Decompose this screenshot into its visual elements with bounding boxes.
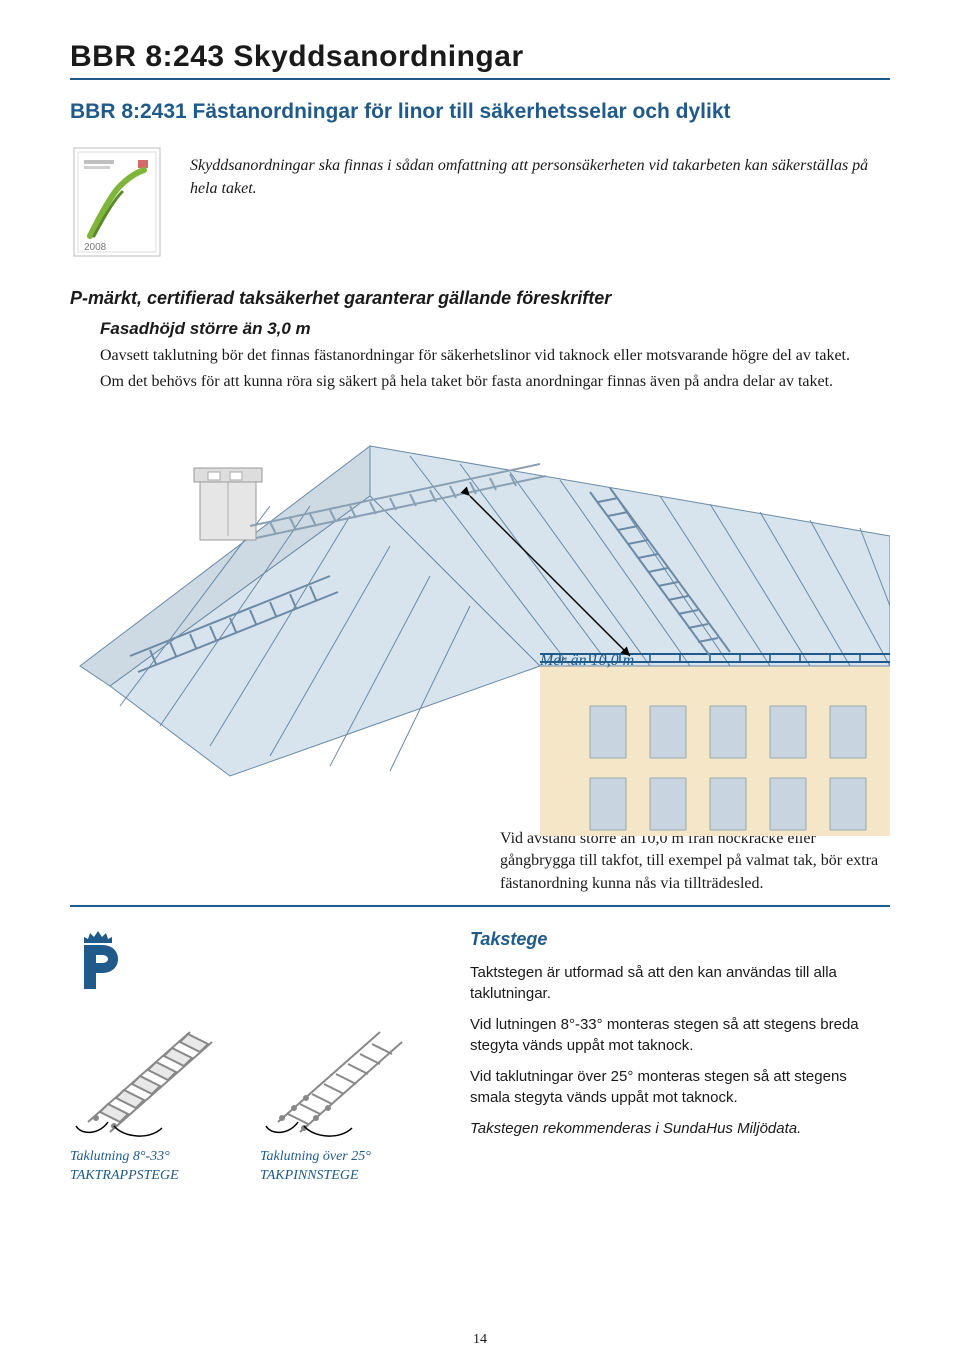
page-number: 14 [473,1332,487,1348]
ladder-illustrations [70,1008,440,1138]
takstege-p4: Takstegen rekommenderas i SundaHus Miljö… [470,1118,890,1139]
takstege-p3: Vid taklutningar över 25° monteras stege… [470,1066,890,1108]
ladder-captions: Taklutning 8°-33° TAKTRAPPSTEGE Taklutni… [70,1148,440,1186]
ladder-right-line1: Taklutning över 25° [260,1148,430,1167]
takstege-p2: Vid lutningen 8°-33° monteras stegen så … [470,1014,890,1056]
ladder-left-line2: TAKTRAPPSTEGE [70,1167,240,1186]
subsection-title: BBR 8:2431 Fästanordningar för linor til… [70,100,890,124]
dimension-label: Mer än 10,0 m [540,652,634,670]
ladder-caption-right: Taklutning över 25° TAKPINNSTEGE [260,1148,430,1186]
intro-row: 2008 Skyddsanordningar ska finnas i såda… [70,146,890,262]
figure-caption: Vid avstånd större än 10,0 m från nockrä… [500,828,890,895]
booklet-icon: 2008 [70,146,166,262]
page-title: BBR 8:243 Skyddsanordningar [70,40,890,74]
pmarkt-p1: Oavsett taklutning bör det finnas fästan… [100,345,890,367]
fasad-subhead: Fasadhöjd större än 3,0 m [100,319,890,339]
svg-text:2008: 2008 [84,242,107,253]
lower-right-col: Takstege Taktstegen är utformad så att d… [470,929,890,1186]
pinn-ladder-icon [260,1018,430,1138]
lower-left-col: Taklutning 8°-33° TAKTRAPPSTEGE Taklutni… [70,929,440,1186]
takstege-p1: Taktstegen är utformad så att den kan an… [470,962,890,1004]
roof-illustration: Mer än 10,0 m [70,406,890,836]
section-rule [70,905,890,907]
title-rule [70,78,890,80]
intro-text: Skyddsanordningar ska finnas i sådan omf… [190,146,890,262]
pmarkt-heading: P-märkt, certifierad taksäkerhet garante… [70,288,890,309]
pmarkt-p2: Om det behövs för att kunna röra sig säk… [100,371,890,393]
p-mark-logo-icon [70,929,126,995]
takstege-title: Takstege [470,929,890,950]
ladder-caption-left: Taklutning 8°-33° TAKTRAPPSTEGE [70,1148,240,1186]
ladder-left-line1: Taklutning 8°-33° [70,1148,240,1167]
trapp-ladder-icon [70,1018,240,1138]
ladder-right-line2: TAKPINNSTEGE [260,1167,430,1186]
lower-section: Taklutning 8°-33° TAKTRAPPSTEGE Taklutni… [70,929,890,1186]
